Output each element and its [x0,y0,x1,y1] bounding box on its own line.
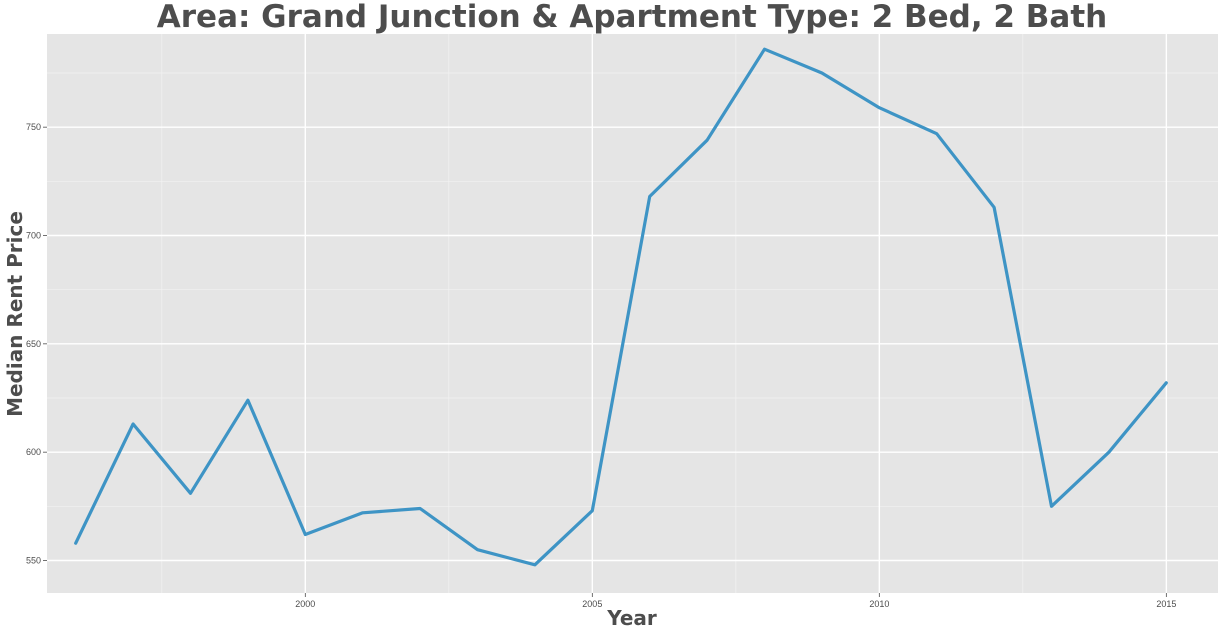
y-tick-label: 550 [26,556,41,566]
y-tick-label: 650 [26,339,41,349]
plot-panel [47,34,1218,593]
series-layer [74,47,1168,567]
x-tick-label: 2005 [582,599,602,609]
chart-title: Area: Grand Junction & Apartment Type: 2… [157,0,1107,35]
major-gridlines [47,34,1218,593]
x-tick-label: 2000 [295,599,315,609]
y-tick-label: 700 [26,231,41,241]
x-axis: 2000 2005 2010 2015 [295,593,1176,609]
x-tick-label: 2010 [869,599,889,609]
y-axis-title: Median Rent Price [3,211,27,417]
y-tick-label: 600 [26,447,41,457]
y-tick-label: 750 [26,122,41,132]
x-axis-title: Year [606,606,657,630]
x-tick-label: 2015 [1156,599,1176,609]
y-axis: 550 600 650 700 750 [26,122,47,566]
series-line [74,47,1168,567]
